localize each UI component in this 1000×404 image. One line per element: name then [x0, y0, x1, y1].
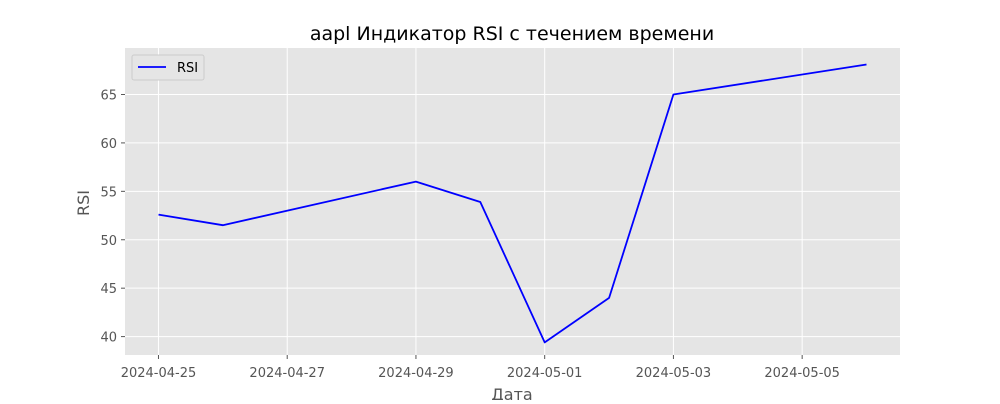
x-axis-ticks: 2024-04-25 2024-04-27 2024-04-29 2024-05-01…	[121, 355, 840, 381]
legend-label-rsi: RSI	[177, 61, 198, 76]
series-line-rsi	[158, 63, 867, 344]
series-layer	[158, 63, 867, 344]
y-tick-label: 40	[100, 331, 117, 346]
y-tick-label: 55	[100, 185, 117, 200]
grid-lines	[125, 48, 900, 355]
x-tick-label: 2024-04-27	[249, 366, 325, 381]
x-tick-label: 2024-05-05	[764, 366, 840, 381]
chart-title: aapl Индикатор RSI с течением времени	[310, 23, 714, 45]
y-axis-label: RSI	[74, 190, 93, 216]
x-tick-label: 2024-04-25	[121, 366, 197, 381]
legend-box	[131, 54, 205, 81]
y-axis-ticks: 40 45 50 55 60 65	[100, 88, 125, 346]
x-axis-label: Дата	[491, 385, 532, 400]
y-tick-label: 65	[100, 88, 117, 103]
x-tick-label: 2024-05-03	[636, 366, 712, 381]
x-tick-label: 2024-05-01	[507, 366, 583, 381]
plot-area	[125, 48, 900, 355]
x-tick-label: 2024-04-29	[378, 366, 454, 381]
y-tick-label: 45	[100, 282, 117, 297]
y-tick-label: 50	[100, 234, 117, 249]
y-tick-label: 60	[100, 137, 117, 152]
legend: RSI	[131, 54, 205, 81]
